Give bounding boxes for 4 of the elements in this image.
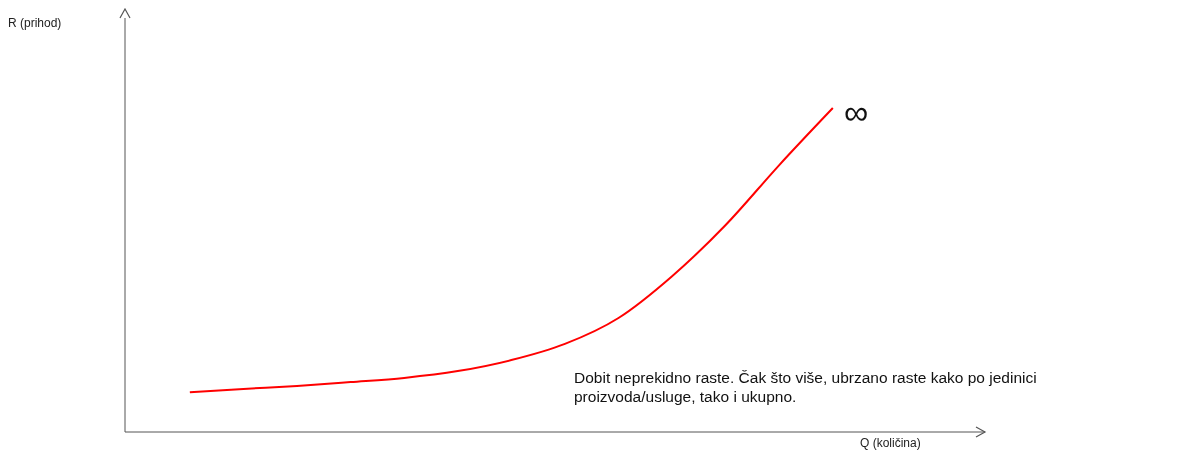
annotation: ∞ <box>844 93 869 131</box>
text: R (prihod) <box>8 16 62 30</box>
x-axis-title: Q (količina) <box>860 436 921 450</box>
annotation: Dobit neprekidno raste. Čak što više, ubrzano raste kako po jedinici proizvoda/usluge, tako i ukupno. <box>574 368 1038 406</box>
